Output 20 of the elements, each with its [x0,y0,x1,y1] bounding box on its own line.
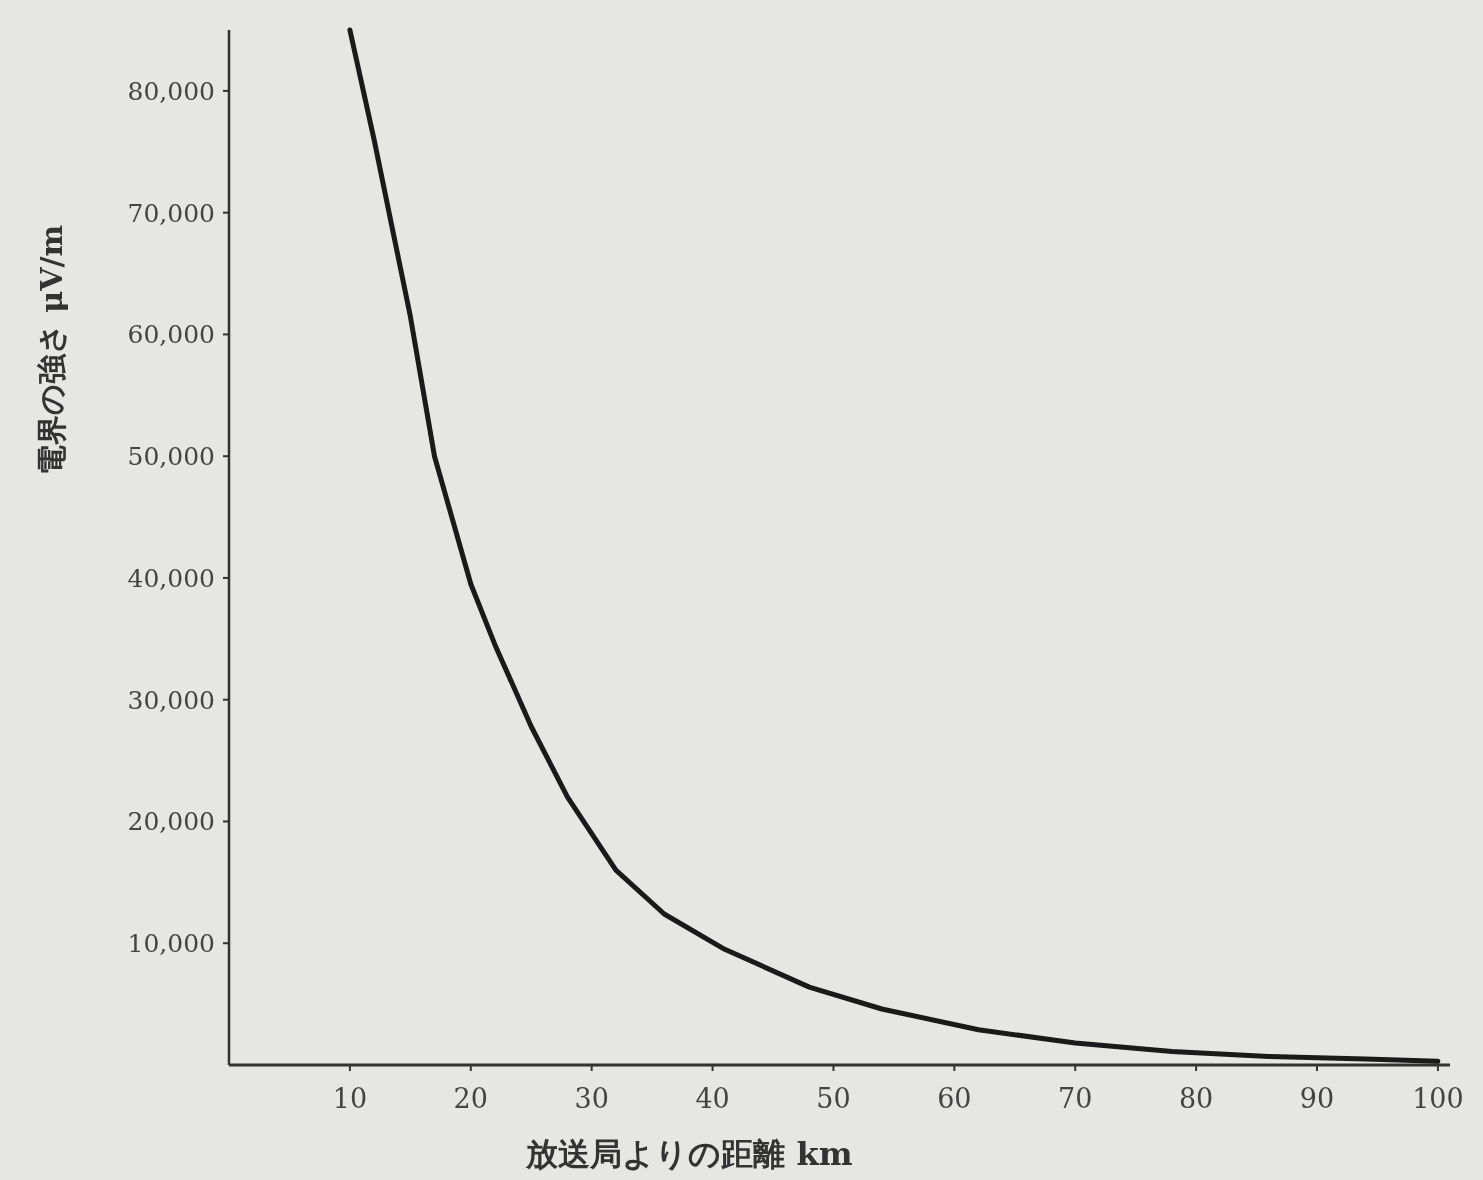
x-tick-label: 10 [332,1083,368,1114]
x-axis-title: 放送局よりの距離 km [525,1135,853,1173]
y-tick-label: 20,000 [127,807,215,837]
x-tick-label: 100 [1412,1083,1464,1114]
x-tick-label: 20 [453,1083,488,1114]
y-tick-label: 50,000 [127,442,215,472]
y-tick-label: 80,000 [127,76,215,106]
x-tick-label: 70 [1058,1083,1093,1114]
x-tick-label: 80 [1178,1083,1214,1114]
x-tick-label: 40 [695,1083,730,1114]
x-tick-label: 60 [937,1083,972,1114]
y-tick-label: 70,000 [127,198,215,228]
y-tick-label: 60,000 [127,320,215,350]
y-axis-title: 電界の強さ μV/m [34,224,69,476]
x-tick-label: 30 [574,1083,609,1114]
x-tick-label: 50 [816,1083,851,1114]
y-tick-label: 10,000 [127,929,215,959]
y-tick-label: 30,000 [127,685,215,715]
x-tick-label: 90 [1299,1083,1335,1114]
y-tick-label: 40,000 [127,563,215,593]
